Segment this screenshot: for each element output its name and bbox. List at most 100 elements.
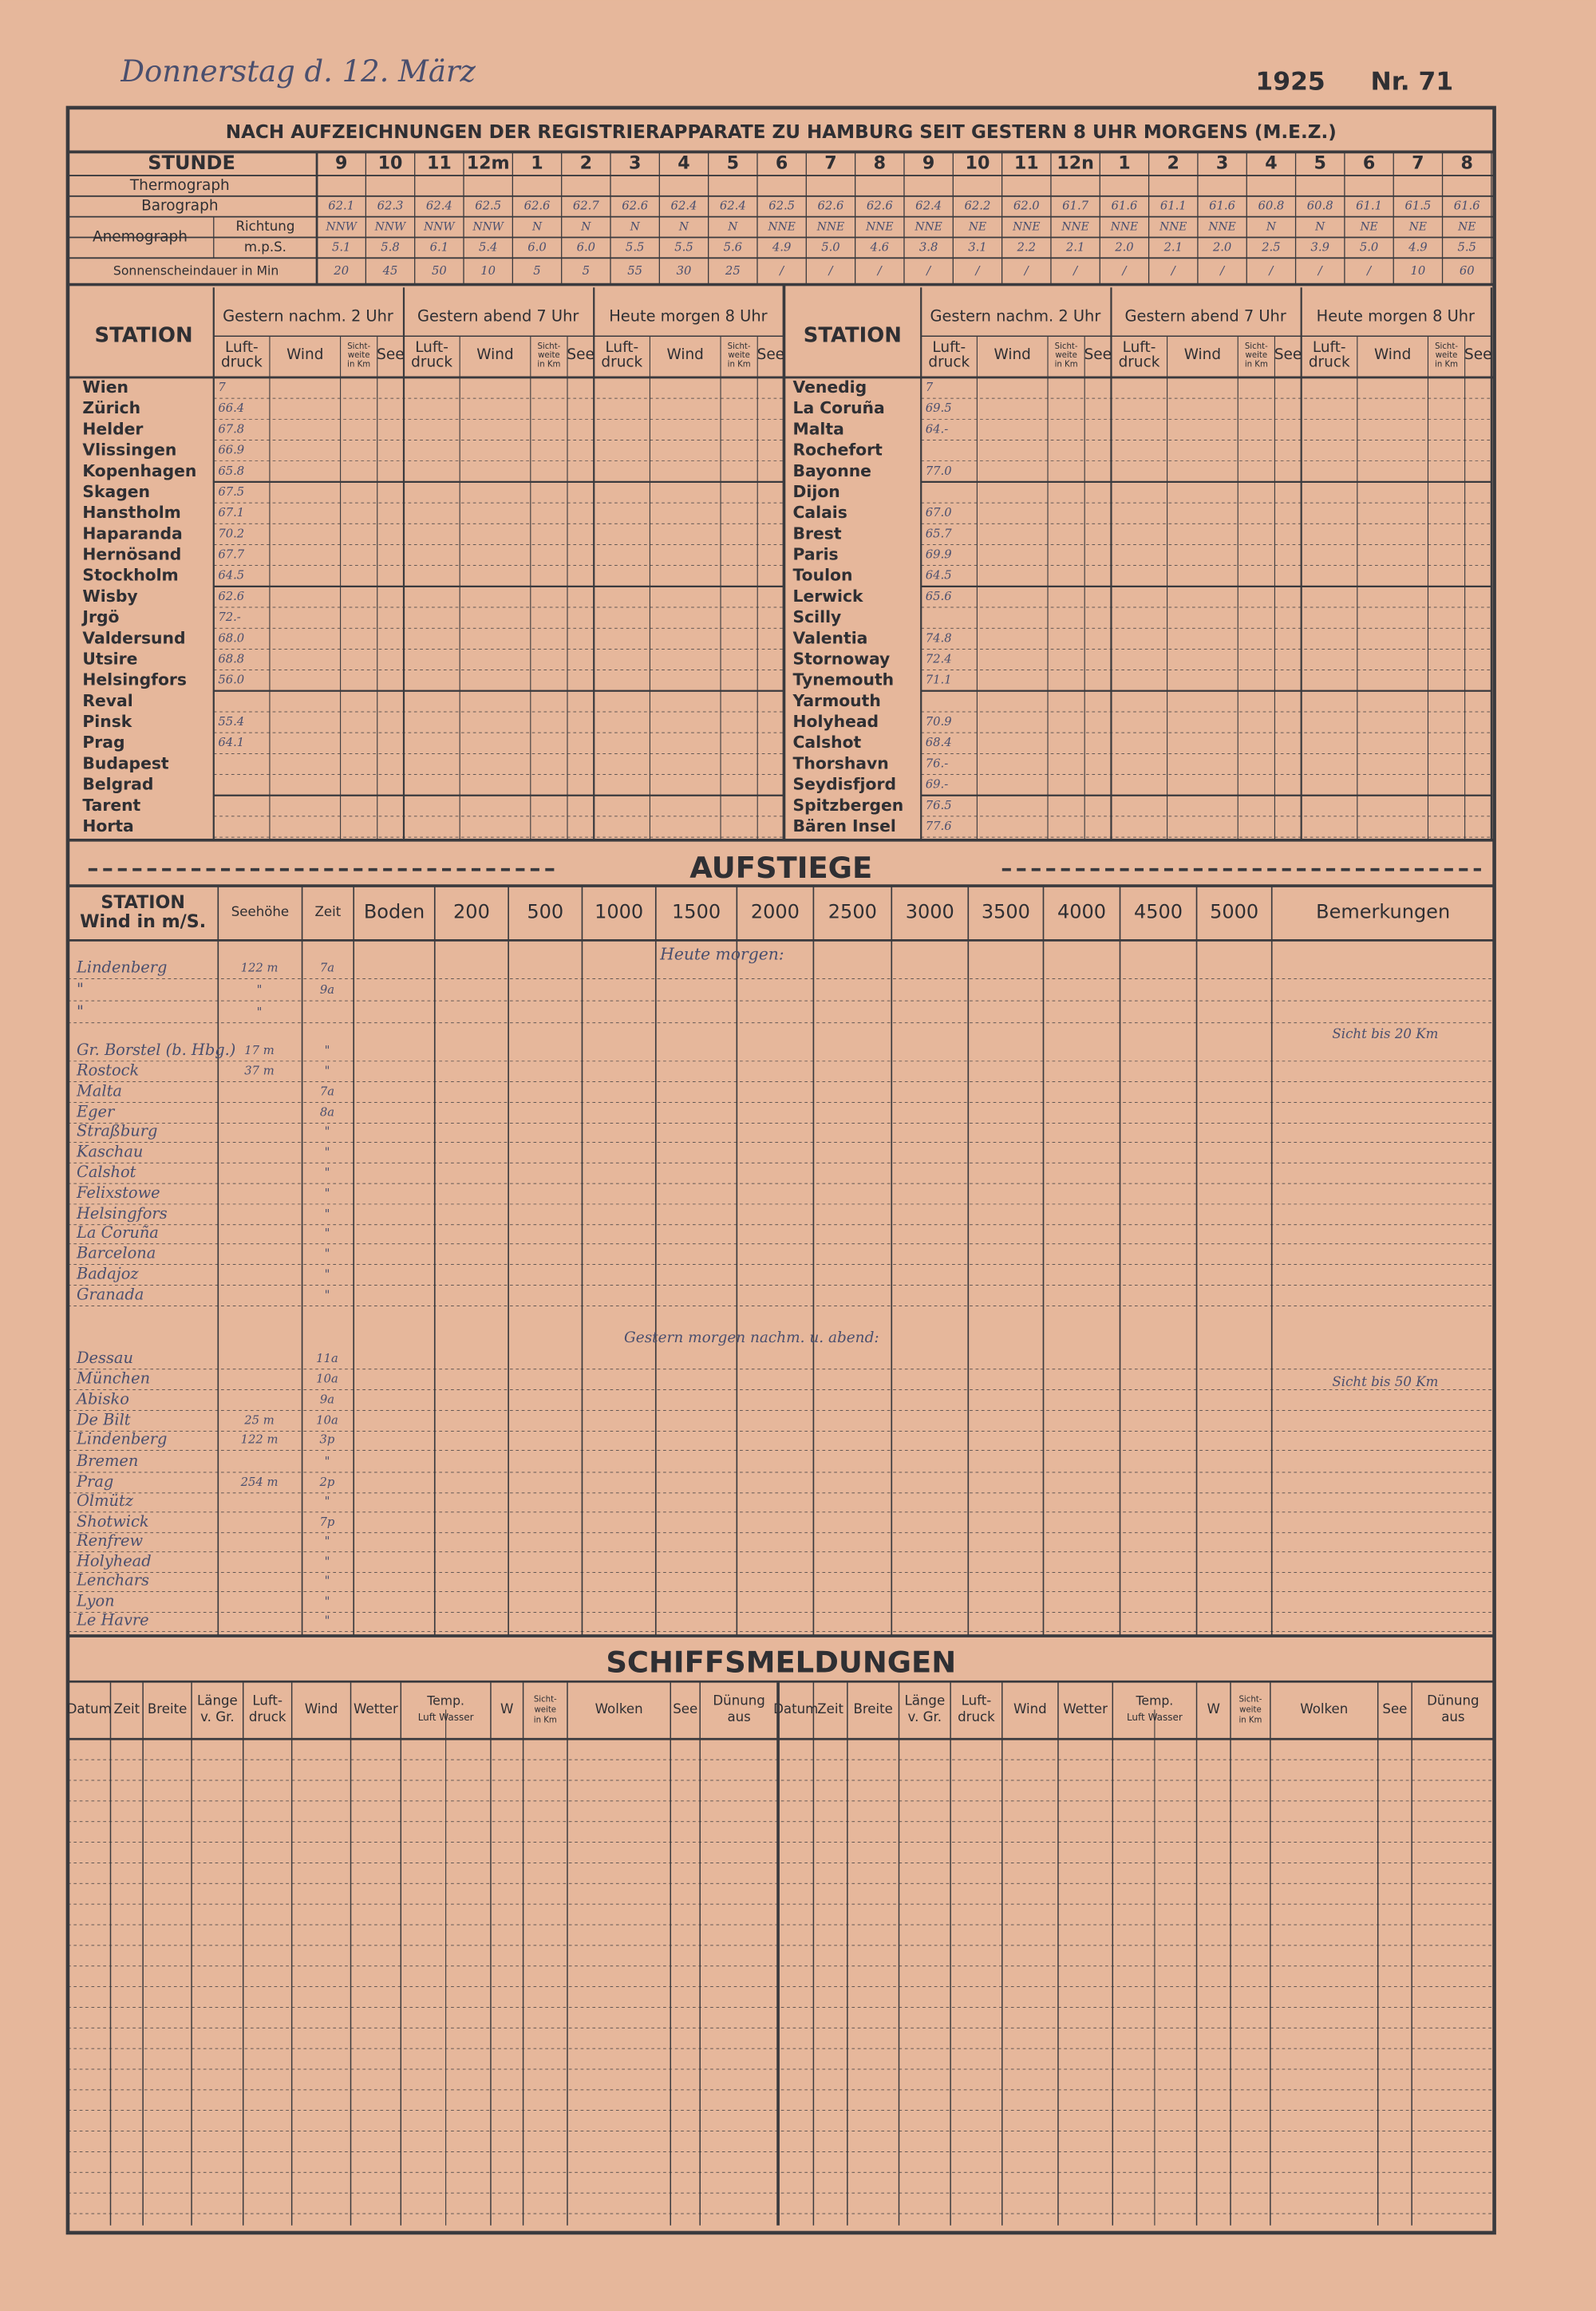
subhead: druck — [1119, 354, 1160, 370]
pressure: 61.1 — [1160, 199, 1187, 213]
subhead: Luft- — [605, 339, 638, 356]
station-name: Yarmouth — [792, 691, 881, 710]
column-header: weite — [534, 1705, 556, 1714]
label: Barograph — [141, 198, 218, 215]
wind-direction: N — [580, 221, 591, 234]
time: 7p — [320, 1515, 335, 1529]
pressure: 61.6 — [1454, 199, 1480, 213]
hour: 3 — [629, 153, 641, 174]
subhead: Sicht- — [1055, 342, 1078, 351]
column-header: Zeit — [817, 1701, 843, 1716]
pressure: 62.5 — [768, 199, 795, 213]
column-header: Temp. — [1136, 1693, 1174, 1709]
station-name: Wisby — [82, 587, 137, 606]
sunshine: / — [1023, 264, 1030, 278]
hour: 1 — [1118, 153, 1130, 174]
subhead: Wind — [1374, 346, 1411, 363]
date: Donnerstag d. 12. März — [120, 54, 476, 89]
station-name: Helsingfors — [76, 1204, 168, 1223]
pressure: 55.4 — [218, 715, 244, 729]
station-name: Valentia — [793, 628, 868, 647]
wind-direction: N — [678, 221, 689, 234]
station-name: Horta — [82, 816, 133, 836]
column-header: aus — [727, 1709, 750, 1724]
label: Thermograph — [129, 177, 230, 194]
wind-speed: 2.2 — [1017, 240, 1036, 254]
column-header: in Km — [1238, 1716, 1262, 1724]
station-name: Skagen — [82, 482, 150, 501]
column-header: druck — [249, 1709, 286, 1724]
pressure: 7 — [926, 381, 934, 394]
wind-direction: NNE — [1159, 221, 1187, 234]
wind-speed: 5.8 — [381, 240, 399, 254]
pressure: 61.1 — [1356, 199, 1382, 213]
title: NACH AUFZEICHNUNGEN DER REGISTRIERAPPARA… — [226, 122, 1337, 143]
pressure: 62.6 — [524, 199, 551, 213]
subhead: Wind — [1184, 346, 1221, 363]
column-header: Wetter — [354, 1701, 398, 1716]
station-name: Budapest — [82, 753, 169, 772]
column-header: 1000 — [595, 900, 643, 922]
subhead: weite — [348, 351, 370, 360]
wind-speed: 3.8 — [919, 240, 938, 254]
column-header: Zeit — [113, 1701, 140, 1716]
time: " — [325, 1247, 330, 1261]
station-name: Dessau — [76, 1349, 133, 1367]
column-header: Breite — [853, 1701, 892, 1716]
time: " — [325, 1455, 330, 1468]
hour: 4 — [678, 153, 689, 174]
column-header: 200 — [453, 900, 490, 922]
pressure: 62.6 — [622, 199, 648, 213]
station-name: Bayonne — [793, 461, 871, 480]
column-header: druck — [958, 1709, 995, 1724]
pressure: 64.- — [926, 422, 948, 436]
station-name: Zürich — [82, 398, 140, 417]
time: 3p — [320, 1432, 335, 1446]
station-name: Prag — [82, 733, 124, 752]
group-header: Heute morgen 8 Uhr — [609, 307, 767, 326]
station-name: Wien — [82, 377, 128, 397]
subhead: Sicht- — [347, 342, 370, 351]
subhead: See — [1084, 346, 1112, 363]
column-header: 2500 — [828, 900, 877, 922]
station-name: Paris — [793, 545, 839, 564]
pressure: 56.0 — [218, 674, 244, 687]
hour: 5 — [1314, 153, 1326, 174]
wind-direction: NNE — [1207, 221, 1235, 234]
section-title: SCHIFFSMELDUNGEN — [606, 1645, 956, 1680]
wind-speed: 2.5 — [1261, 240, 1280, 254]
pressure: 62.4 — [671, 199, 697, 213]
subhead: Wind — [286, 346, 323, 363]
column-header: 4000 — [1057, 900, 1106, 922]
station-name: Barcelona — [76, 1244, 156, 1262]
wind-direction: N — [1266, 221, 1277, 234]
time: 9a — [320, 983, 334, 997]
subhead: in Km — [1245, 360, 1268, 369]
wind-direction: NNE — [816, 221, 844, 234]
station-name: Toulon — [793, 566, 853, 585]
sunshine: 45 — [382, 264, 398, 278]
sunshine: 50 — [432, 264, 447, 278]
station-name: Gr. Borstel (b. Hbg.) — [77, 1041, 235, 1059]
pressure: 64.5 — [926, 569, 952, 583]
station-header: STATION — [95, 324, 193, 348]
time: " — [325, 1145, 330, 1159]
time: " — [325, 1187, 330, 1200]
sunshine: 25 — [725, 264, 741, 278]
station-name: Helder — [82, 419, 143, 438]
sunshine: / — [1170, 264, 1177, 278]
wind-direction: NNE — [1061, 221, 1088, 234]
pressure: 69.5 — [926, 401, 952, 415]
station-name: München — [76, 1369, 150, 1388]
station-name: Tynemouth — [793, 670, 895, 689]
note: Heute morgen: — [659, 944, 784, 963]
subhead: in Km — [537, 360, 560, 369]
time: 9a — [320, 1393, 334, 1407]
hour: 6 — [776, 153, 788, 174]
station-name: Holyhead — [76, 1552, 152, 1570]
pressure: 62.6 — [818, 199, 844, 213]
subhead: druck — [411, 354, 452, 370]
pressure: 67.5 — [218, 485, 244, 499]
